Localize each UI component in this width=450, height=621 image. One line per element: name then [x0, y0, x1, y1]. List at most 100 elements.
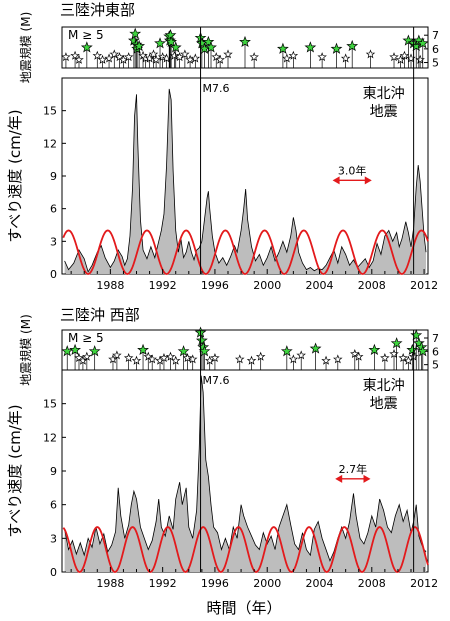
mag-tick-label: 5 — [432, 359, 439, 372]
quake-star-m6plus — [80, 41, 93, 53]
mag-tick-label: 6 — [432, 43, 439, 56]
quake-star-m5 — [187, 354, 198, 364]
x-tick-label: 2012 — [410, 577, 438, 590]
quake-star-m5 — [395, 54, 406, 64]
region-title-west: 三陸沖 西部 — [60, 306, 140, 324]
period-arrow-head-left — [332, 176, 340, 185]
period-arrow-head-left — [335, 474, 343, 483]
quake-star-m5 — [112, 350, 122, 360]
slip-rate-line — [64, 88, 427, 273]
quake-star-m6plus — [154, 37, 166, 49]
quake-star-m5 — [340, 53, 351, 63]
quake-star-m5 — [118, 54, 129, 64]
quake-star-m5 — [296, 350, 306, 360]
quake-star-m5 — [333, 354, 343, 364]
quake-star-m6plus — [277, 42, 289, 54]
quake-star-m5 — [123, 52, 134, 62]
quake-star-m5 — [159, 352, 169, 363]
quake-star-m5 — [223, 49, 233, 59]
period-label: 3.0年 — [338, 163, 367, 177]
x-tick-label: 1992 — [149, 577, 177, 590]
quake-star-m6plus — [177, 345, 190, 357]
y-tick-label: 6 — [50, 203, 57, 216]
quake-star-m5 — [398, 352, 408, 363]
x-tick-label: 2004 — [306, 577, 334, 590]
mag-tick-label: 5 — [432, 57, 439, 70]
quake-star-m5 — [399, 50, 410, 60]
x-tick-label: 2008 — [358, 279, 386, 292]
quake-star-m5 — [165, 351, 176, 361]
quake-star-m6plus — [69, 343, 81, 356]
quake-star-m5 — [204, 355, 215, 365]
period-label: 2.7年 — [339, 462, 368, 476]
y-tick-label: 3 — [50, 235, 57, 248]
quake-star-m5 — [255, 351, 266, 361]
quake-star-m6plus — [137, 343, 149, 356]
quake-star-m5 — [170, 355, 181, 365]
quake-star-m6plus — [402, 34, 415, 46]
quake-star-m5 — [317, 52, 327, 62]
event-label-m76: M7.6 — [203, 82, 230, 95]
quake-star-m5 — [61, 52, 71, 62]
quake-star-m6plus — [410, 329, 423, 341]
x-tick-label: 2012 — [410, 279, 438, 292]
quake-star-m6plus — [165, 35, 178, 48]
quake-star-m6plus — [309, 342, 322, 354]
x-tick-label: 1992 — [149, 279, 177, 292]
quake-star-m6plus — [410, 39, 423, 52]
x-tick-label: 1996 — [201, 577, 229, 590]
quake-star-m5 — [97, 54, 108, 64]
event-label-line: 東北沖 — [363, 86, 405, 102]
x-tick-label: 1996 — [201, 279, 229, 292]
x-tick-label: 2000 — [253, 577, 281, 590]
quake-star-m6plus — [280, 345, 293, 357]
quake-star-m5 — [210, 352, 220, 363]
quake-star-m6plus — [169, 41, 182, 53]
y-axis-label: すべり速度 (cm/年) — [6, 109, 24, 242]
quake-star-m5 — [144, 53, 155, 63]
quake-star-m6plus — [129, 27, 142, 39]
y-tick-label: 6 — [50, 499, 57, 512]
quake-star-m5 — [92, 50, 103, 60]
periodic-fit-curve — [62, 526, 429, 573]
quake-star-m5 — [288, 50, 299, 60]
quake-star-m6plus — [416, 37, 429, 49]
quake-star-m6plus — [390, 337, 403, 349]
quake-star-m5 — [131, 355, 142, 365]
y-tick-label: 12 — [43, 137, 57, 150]
magnitude-axis-label: 地震規模 (M) — [18, 314, 33, 386]
quake-star-m5 — [148, 49, 159, 59]
y-tick-label: 0 — [50, 268, 57, 281]
quake-star-m6plus — [239, 35, 251, 48]
quake-star-m5 — [169, 50, 180, 60]
y-tick-label: 9 — [50, 170, 57, 183]
quake-star-m5 — [147, 354, 157, 364]
y-tick-label: 15 — [43, 105, 57, 118]
y-tick-label: 15 — [43, 398, 57, 411]
quake-star-m6plus — [416, 345, 429, 357]
quake-star-m6plus — [195, 334, 208, 346]
event-label-m76: M7.6 — [203, 374, 230, 387]
region-title-east: 三陸沖東部 — [60, 1, 135, 19]
quake-star-m6plus — [330, 42, 343, 54]
y-tick-label: 3 — [50, 532, 57, 545]
magnitude-threshold-label: M ≥ 5 — [68, 331, 104, 345]
period-arrow-head-right — [364, 176, 372, 185]
quake-star-m6plus — [368, 343, 381, 356]
quake-star-m5 — [151, 54, 161, 64]
quake-star-m5 — [353, 351, 364, 361]
y-tick-label: 12 — [43, 431, 57, 444]
period-arrow-head-right — [363, 474, 371, 483]
y-tick-label: 9 — [50, 465, 57, 478]
quake-star-m5 — [74, 54, 84, 64]
x-tick-label: 1988 — [96, 279, 124, 292]
x-tick-label: 2000 — [253, 279, 281, 292]
slip-rate-line — [64, 375, 427, 562]
mag-tick-label: 7 — [432, 332, 439, 345]
quake-star-m6plus — [346, 39, 359, 52]
mag-tick-label: 7 — [432, 29, 439, 42]
quake-star-m5 — [249, 52, 259, 62]
